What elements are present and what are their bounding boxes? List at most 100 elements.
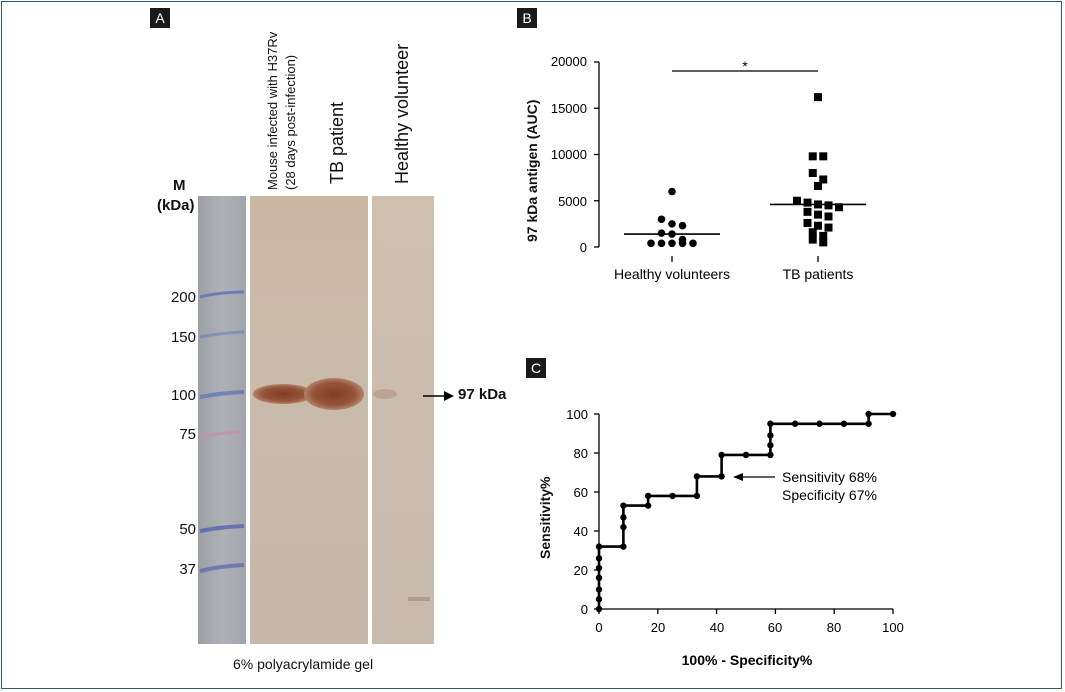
scatter-point-tb	[824, 223, 833, 232]
roc-point	[693, 473, 701, 480]
marker-label-100: 100	[170, 387, 196, 404]
scatter-point-healthy	[678, 239, 687, 248]
gel-caption: 6% polyacrylamide gel	[233, 656, 374, 672]
scatter-ytick-15000: 15000	[551, 101, 587, 116]
scatter-point-healthy	[657, 229, 666, 237]
scatter-ytick-5000: 5000	[558, 194, 587, 209]
roc-point	[767, 420, 774, 427]
roc-xtick-0: 0	[595, 620, 602, 635]
panel-c-label: C	[526, 358, 546, 378]
scatter-point-healthy	[668, 220, 676, 228]
roc-point	[595, 564, 603, 572]
roc-points	[595, 410, 897, 613]
scatter-point-tb	[808, 152, 817, 161]
roc-ytick-20: 20	[574, 563, 588, 578]
marker-title-kda: (kDa)	[157, 197, 195, 214]
roc-annotation-sensitivity: Sensitivity 68%	[782, 469, 877, 485]
scatter-point-tb	[835, 203, 843, 212]
roc-point	[767, 432, 774, 439]
roc-curve-line	[597, 412, 893, 609]
scatter-ytick-20000: 20000	[551, 54, 587, 69]
marker-band-50	[199, 524, 245, 533]
roc-point	[644, 502, 652, 509]
scatter-point-tb	[793, 196, 801, 205]
roc-point	[693, 492, 701, 500]
roc-ytick-100: 100	[566, 407, 588, 422]
scatter-point-tb	[803, 218, 812, 227]
roc-point	[816, 420, 823, 427]
marker-label-150: 150	[170, 329, 196, 346]
scatter-point-tb	[808, 235, 817, 244]
marker-title-m: M	[173, 177, 186, 194]
scatter-point-tb	[819, 152, 828, 161]
roc-xtick-40: 40	[710, 620, 724, 635]
roc-xtick-100: 100	[882, 620, 904, 635]
roc-ytick-80: 80	[574, 446, 588, 461]
roc-xtick-60: 60	[768, 620, 782, 635]
scatter-point-tb	[803, 207, 812, 216]
roc-point	[718, 473, 725, 480]
roc-point	[595, 605, 603, 613]
marker-label-37: 37	[179, 561, 196, 578]
roc-ytick-40: 40	[574, 524, 588, 539]
scatter-ytick-0: 0	[580, 240, 587, 255]
roc-point	[595, 586, 603, 593]
scatter-point-healthy	[668, 239, 676, 248]
marker-label-50: 50	[179, 521, 196, 538]
arrow-97-label: 97 kDa	[458, 386, 507, 403]
panel-a-label: A	[150, 8, 170, 28]
scatter-point-healthy	[657, 239, 666, 248]
scatter-point-tb	[819, 238, 828, 247]
roc-xtick-80: 80	[827, 620, 841, 635]
roc-point	[865, 410, 872, 418]
scatter-axes	[594, 61, 819, 262]
band-healthy	[373, 389, 397, 399]
roc-xtick-20: 20	[651, 620, 665, 635]
panel-b-label: B	[517, 8, 537, 28]
roc-point	[595, 543, 603, 550]
lane-healthy	[372, 196, 434, 644]
roc-point	[889, 410, 897, 418]
scatter-point-tb	[819, 231, 828, 240]
scatter-ytick-10000: 10000	[551, 147, 587, 162]
roc-point	[767, 442, 774, 449]
roc-point	[620, 523, 627, 531]
roc-point	[620, 543, 627, 550]
scatter-point-tb	[808, 228, 817, 237]
roc-axes	[594, 413, 894, 614]
roc-annotation-specificity: Specificity 67%	[782, 487, 877, 503]
marker-label-75: 75	[179, 426, 196, 443]
roc-curve	[597, 412, 893, 609]
roc-xlabel: 100% - Specificity%	[682, 652, 813, 668]
scatter-point-tb	[819, 175, 828, 184]
scatter-point-healthy	[689, 239, 697, 248]
roc-point	[767, 451, 774, 459]
band-mouse	[253, 384, 313, 404]
roc-point	[620, 514, 627, 521]
healthy-lane-artifact	[408, 597, 430, 601]
roc-point	[669, 492, 676, 500]
scatter-point-healthy	[657, 215, 666, 224]
roc-point	[595, 574, 603, 581]
roc-point	[791, 420, 799, 427]
roc-ytick-60: 60	[574, 485, 588, 500]
scatter-point-tb	[824, 212, 833, 221]
scatter-point-tb	[808, 169, 817, 177]
scatter-point-healthy	[668, 187, 676, 196]
lane-mouse-tb	[250, 196, 368, 644]
significance-star: *	[742, 58, 748, 74]
scatter-point-tb	[814, 221, 822, 230]
arrow-97-head	[444, 391, 454, 401]
roc-annotation-arrowhead	[733, 473, 743, 481]
scatter-point-tb	[814, 93, 822, 102]
roc-point	[644, 492, 652, 500]
scatter-point-tb	[814, 181, 822, 190]
scatter-point-healthy	[647, 239, 655, 248]
marker-band-37	[199, 563, 245, 573]
scatter-point-tb	[824, 201, 833, 210]
roc-point	[620, 502, 627, 509]
